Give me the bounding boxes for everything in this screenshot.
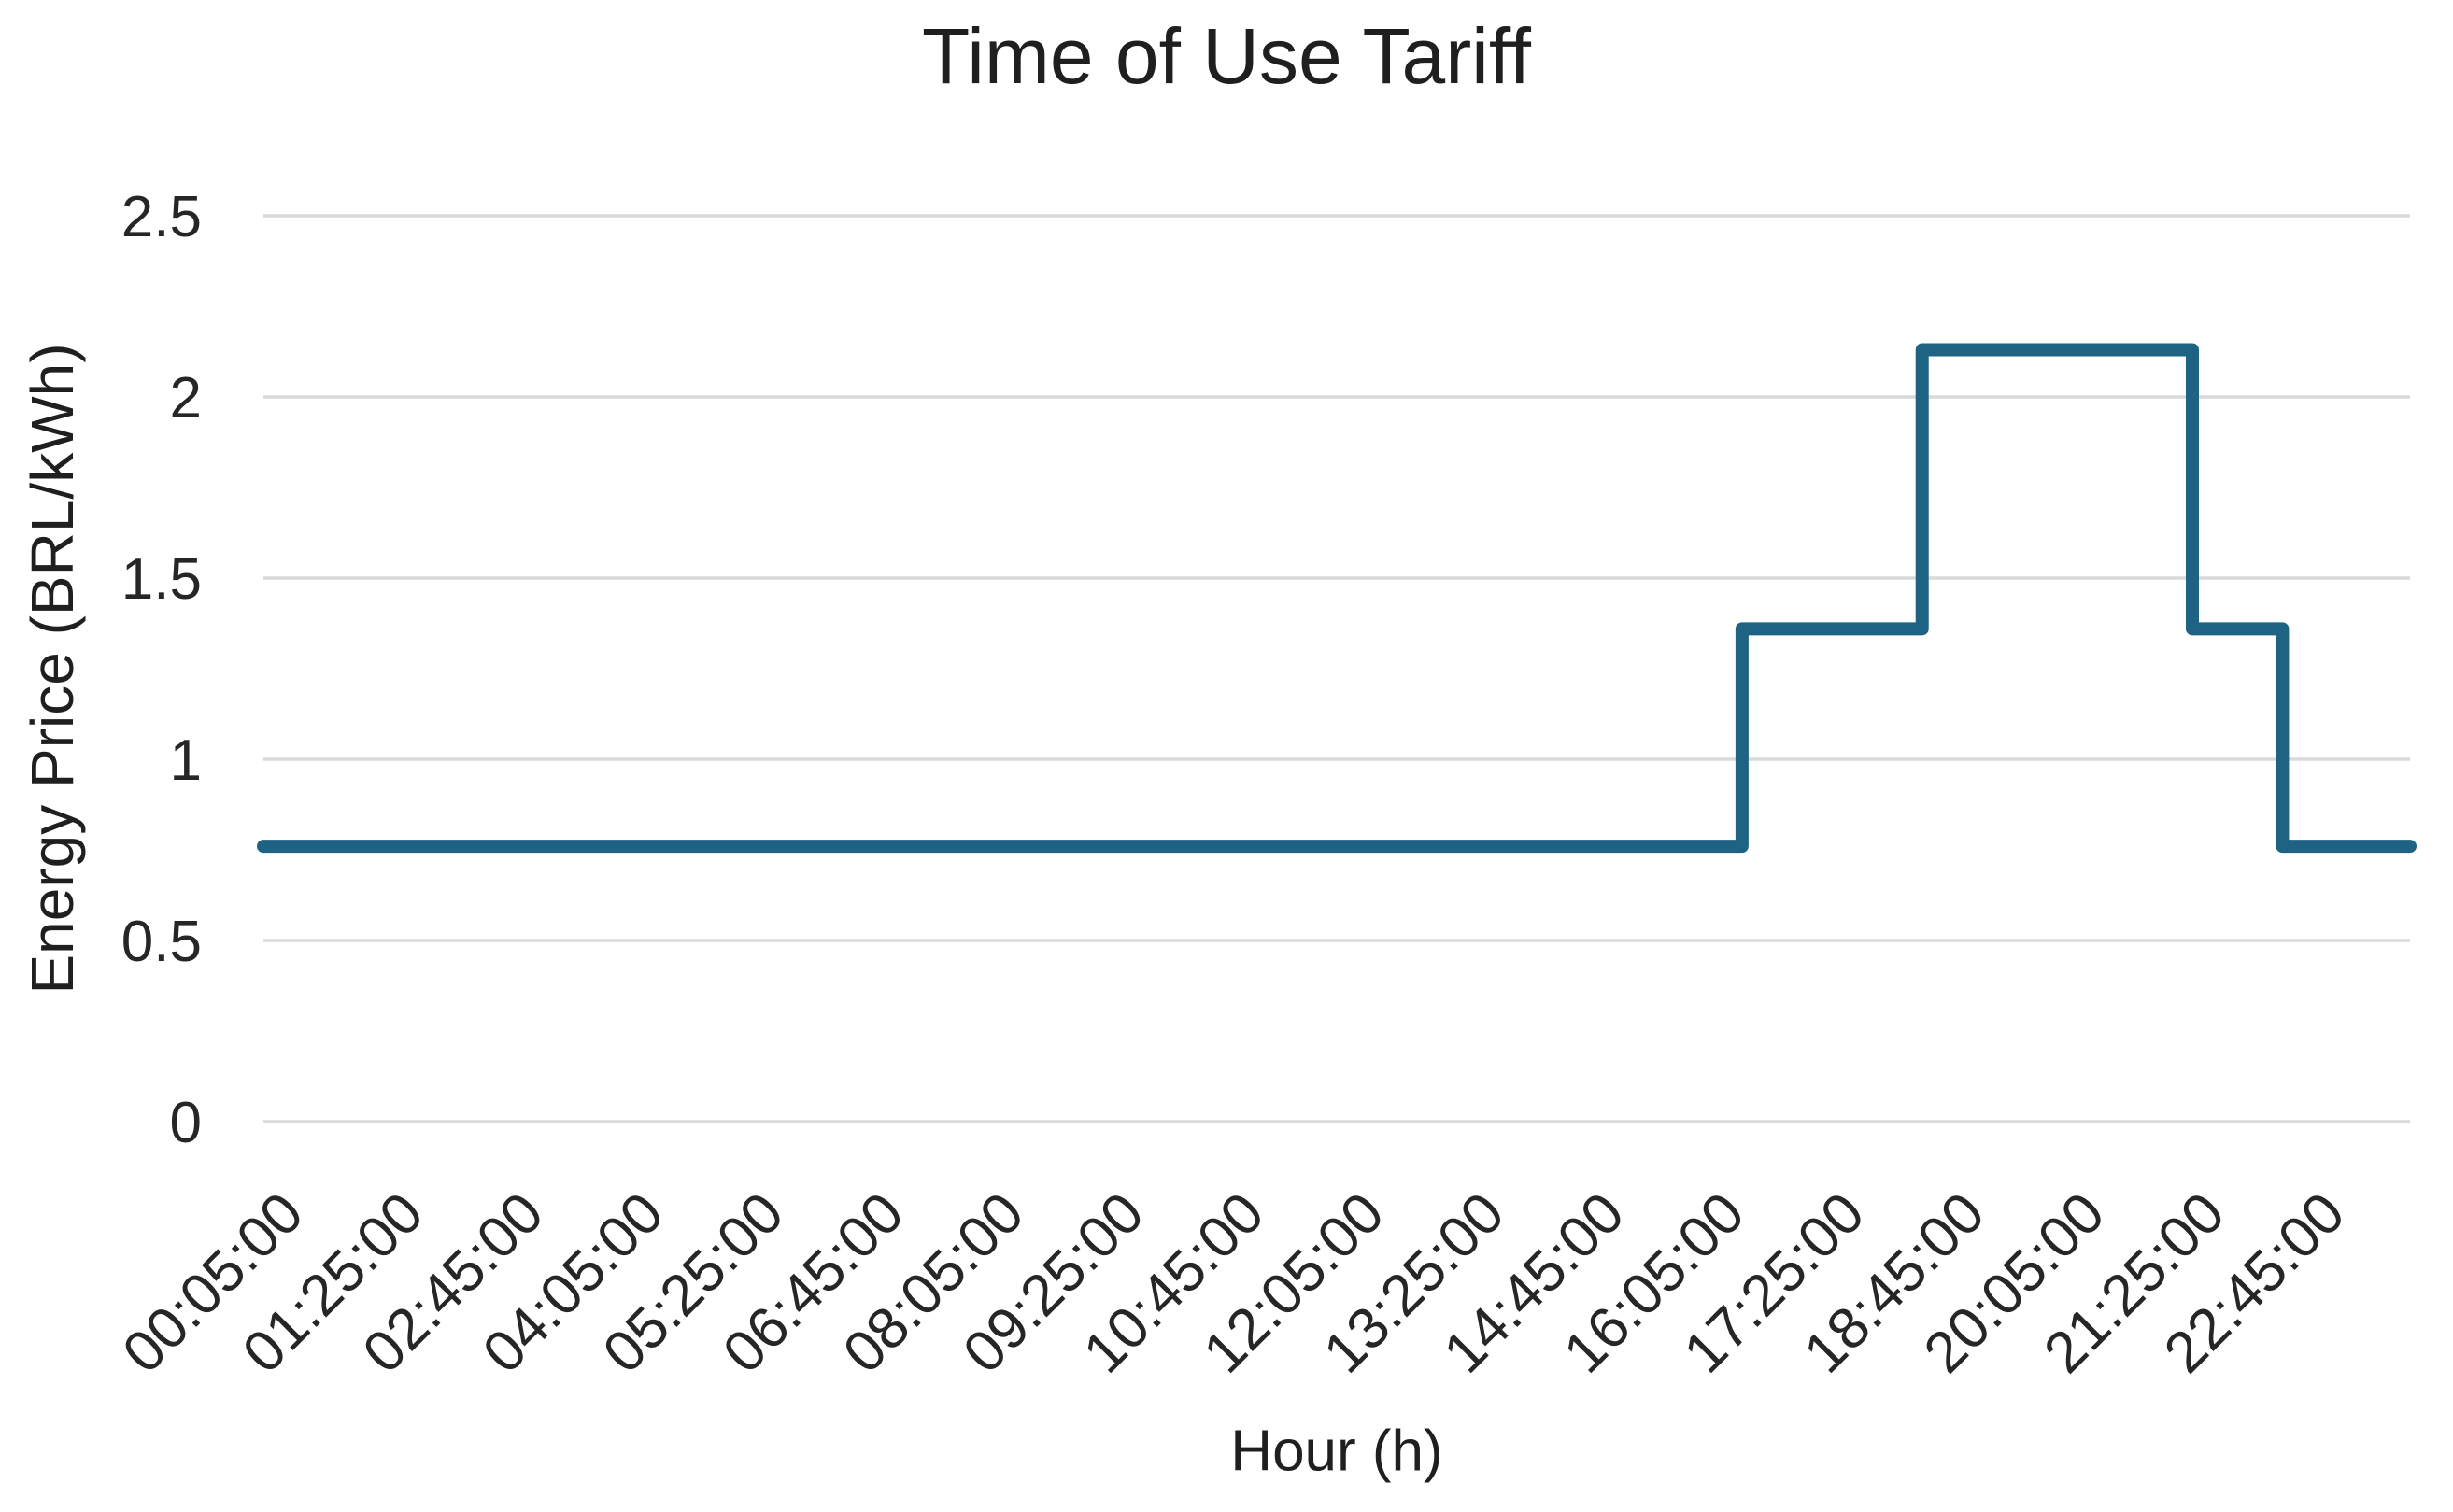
y-tick-label: 1.5	[121, 547, 202, 612]
series-line-energy-price	[257, 343, 2417, 854]
chart-title: Time of Use Tariff	[922, 12, 1531, 100]
y-axis-title: Energy Price (BRL/kWh)	[19, 343, 86, 995]
y-tick-label: 2.5	[121, 185, 202, 249]
x-axis-title: Hour (h)	[1230, 1419, 1443, 1484]
y-tick-label: 1	[170, 728, 202, 793]
y-tick-label: 0	[170, 1091, 202, 1155]
y-tick-label: 0.5	[121, 910, 202, 974]
y-tick-label: 2	[170, 366, 202, 431]
